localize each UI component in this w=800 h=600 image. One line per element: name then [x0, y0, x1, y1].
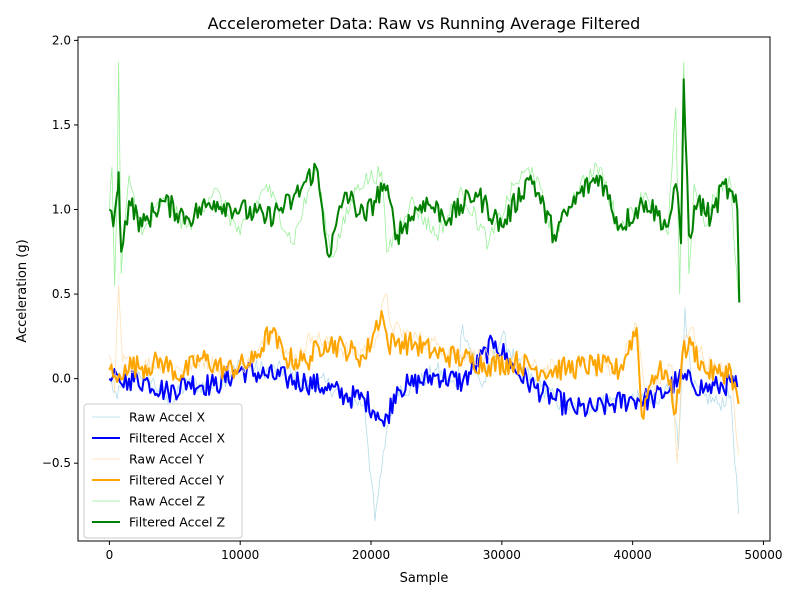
series-line-4 — [108, 310, 740, 420]
y-axis-title: Acceleration (g) — [15, 239, 30, 342]
plot-area — [108, 62, 741, 522]
y-tick-label: −0.5 — [42, 456, 71, 470]
legend-label: Raw Accel Y — [129, 452, 204, 467]
legend: Raw Accel X Filtered Accel X Raw Accel Y Fi… — [83, 403, 243, 539]
legend-label: Filtered Accel X — [129, 431, 225, 446]
y-axis: −0.5 0.0 0.5 1.0 1.5 2.0 — [42, 33, 78, 470]
y-tick-label: 1.0 — [52, 203, 71, 217]
x-tick-label: 20000 — [352, 548, 390, 562]
chart-title: Accelerometer Data: Raw vs Running Avera… — [208, 14, 641, 33]
y-tick-label: 1.5 — [52, 118, 71, 132]
series-line-6 — [108, 78, 741, 303]
x-tick-label: 40000 — [614, 548, 652, 562]
y-tick-label: 2.0 — [52, 33, 71, 47]
x-tick-label: 50000 — [744, 548, 782, 562]
x-tick-label: 30000 — [483, 548, 521, 562]
legend-label: Filtered Accel Y — [129, 473, 224, 488]
x-axis-title: Sample — [400, 571, 449, 586]
x-tick-label: 0 — [106, 548, 114, 562]
legend-box — [83, 403, 243, 539]
x-axis: 0 10000 20000 30000 40000 50000 — [106, 541, 783, 562]
legend-label: Filtered Accel Z — [129, 515, 225, 530]
legend-label: Raw Accel X — [129, 410, 205, 425]
y-tick-label: 0.0 — [52, 372, 71, 386]
x-tick-label: 10000 — [221, 548, 259, 562]
legend-label: Raw Accel Z — [129, 494, 205, 509]
y-tick-label: 0.5 — [52, 287, 71, 301]
series-line-2 — [108, 334, 739, 427]
plot-frame — [77, 36, 771, 542]
